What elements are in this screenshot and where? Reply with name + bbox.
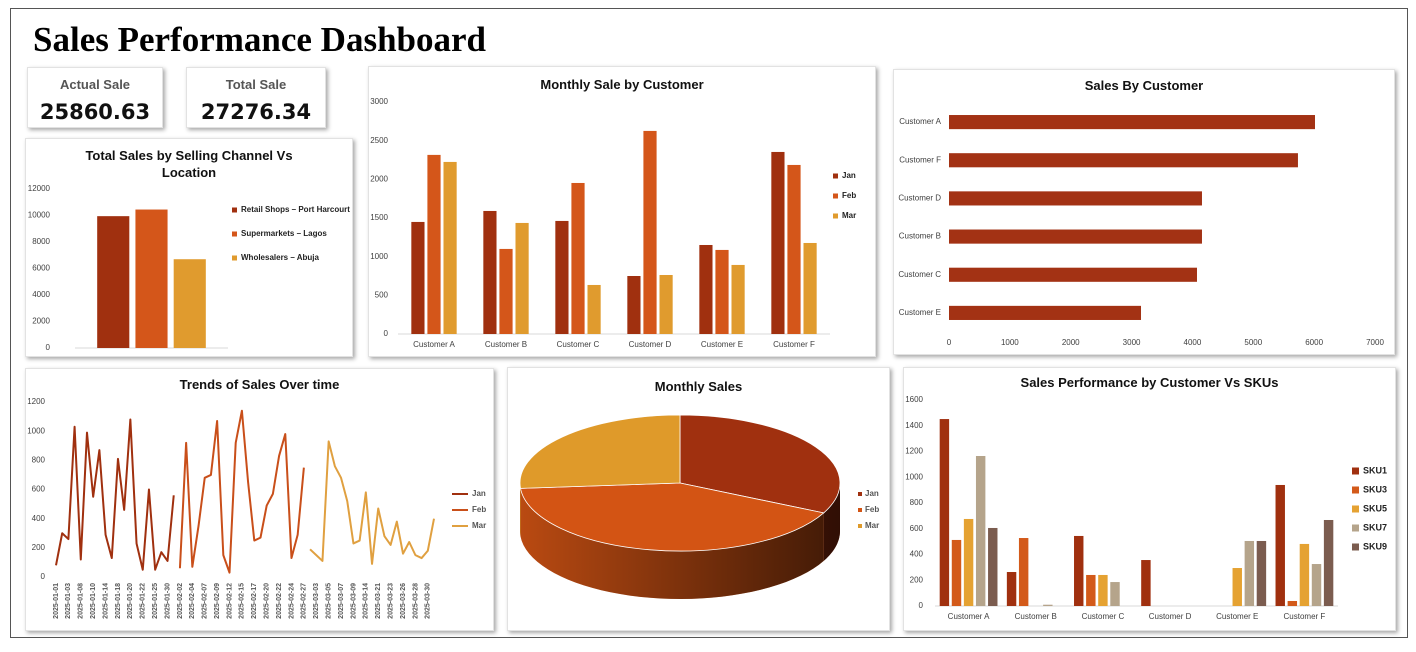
chart-title: Monthly Sale by Customer [540, 77, 704, 92]
dashboard-title: Sales Performance Dashboard [33, 20, 487, 59]
chart-panel: Monthly Sales [507, 367, 890, 631]
chart-panel: Sales By Customer [893, 69, 1395, 355]
chart-title: Sales By Customer [1084, 78, 1204, 93]
chart-panel: Total Sales by Selling Channel Vs Locati… [25, 138, 353, 357]
chart-title: Total Sales by Selling Channel Vs Locati… [85, 148, 293, 180]
kpi-value: 25860.63 [39, 100, 151, 124]
chart-panel: Sales Performance by Customer Vs SKUs [903, 367, 1396, 631]
kpi-label: Actual Sale [59, 77, 131, 92]
kpi-card: Total Sale 27276.34 [186, 67, 326, 128]
chart-title: Monthly Sales [654, 379, 743, 394]
kpi-card: Actual Sale 25860.63 [27, 67, 163, 128]
chart-panel: Monthly Sale by Customer [368, 66, 876, 357]
kpi-value: 27276.34 [200, 100, 312, 124]
kpi-label: Total Sale [225, 77, 287, 92]
frame [10, 8, 1408, 638]
chart-panel: Trends of Sales Over time [25, 368, 494, 631]
chart-title: Sales Performance by Customer Vs SKUs [1020, 375, 1279, 390]
chart-title: Trends of Sales Over time [179, 377, 340, 392]
